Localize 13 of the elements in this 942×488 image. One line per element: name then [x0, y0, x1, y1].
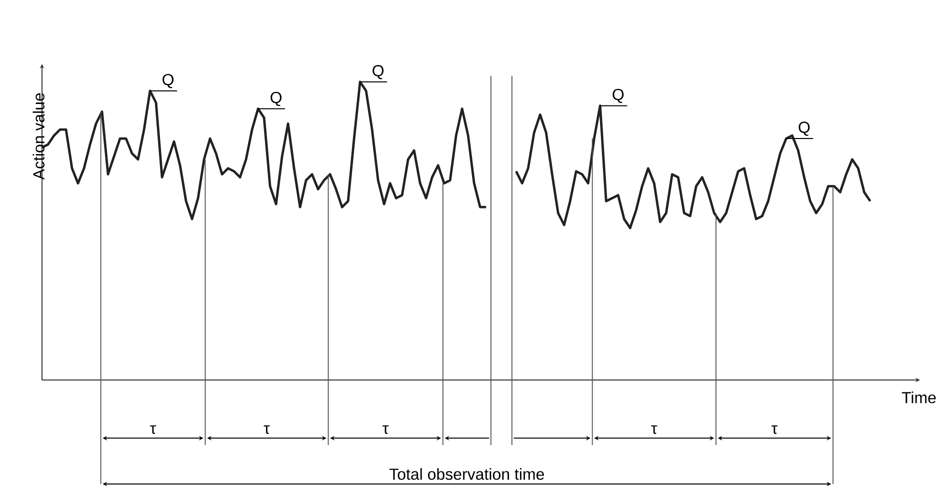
text: τ	[772, 425, 778, 434]
text: τ	[382, 425, 389, 434]
annotation: Q	[798, 122, 810, 136]
annotation: Q	[270, 92, 282, 106]
text: τ	[150, 425, 156, 434]
annotation: Q	[612, 88, 624, 104]
x-axis-title: Time	[902, 392, 936, 404]
annotation: Q	[162, 74, 174, 88]
y-axis-title: Action value	[32, 93, 44, 180]
text: τ	[264, 425, 270, 434]
text: Q	[372, 65, 384, 80]
text: Total observation time	[389, 468, 544, 480]
text: τ	[651, 425, 658, 434]
